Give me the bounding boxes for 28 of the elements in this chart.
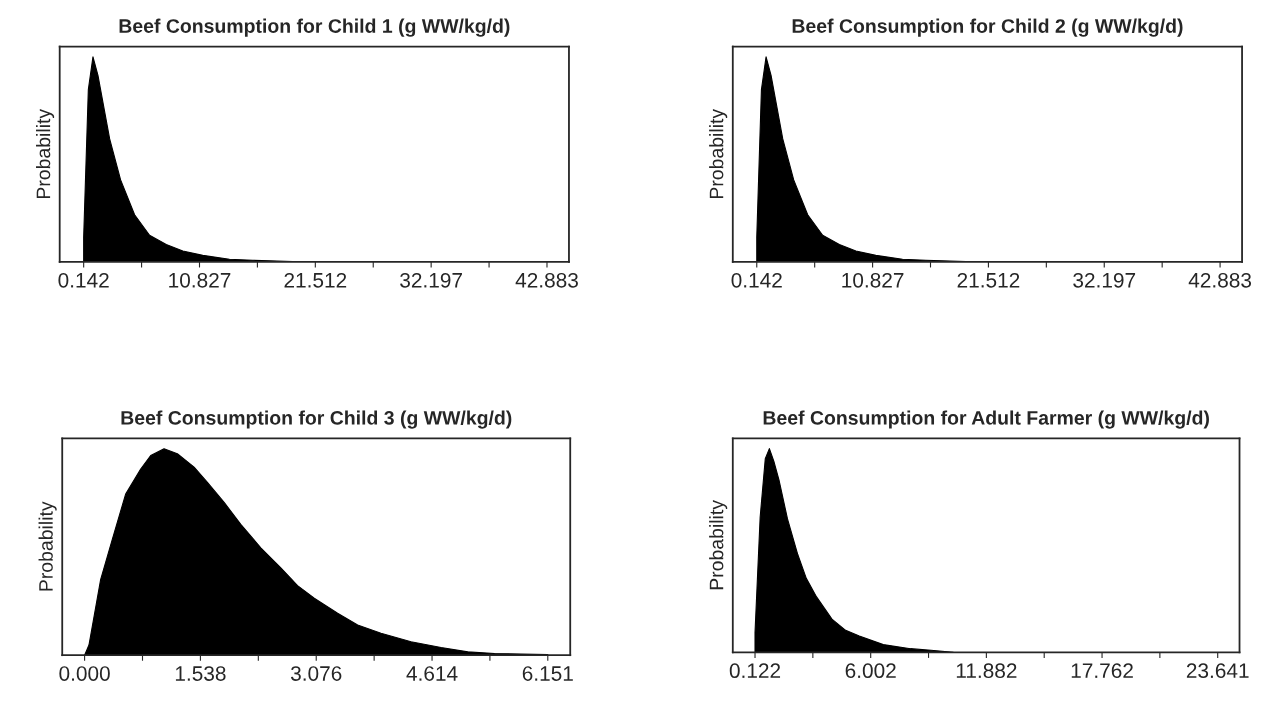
chart-title: Beef Consumption for Child 2 (g WW/kg/d) — [792, 18, 1183, 37]
chart-title: Beef Consumption for Adult Farmer (g WW/kg/d) — [763, 410, 1209, 429]
x-tick-label: 0.142 — [731, 272, 782, 288]
x-tick-label: 4.614 — [406, 666, 458, 681]
y-axis-title: Probability — [38, 501, 57, 591]
x-tick-label: 17.762 — [1071, 663, 1133, 679]
text: 0.000 — [59, 666, 110, 681]
x-tick-label: 21.512 — [284, 272, 347, 288]
x-tick-label: 42.883 — [1188, 272, 1252, 288]
x-tick-label: 32.197 — [1073, 272, 1136, 288]
x-tick-label: 23.641 — [1186, 663, 1249, 679]
x-tick-label: 0.142 — [58, 272, 109, 288]
y-axis-title: Probability — [36, 108, 55, 199]
x-tick-label: 11.882 — [956, 663, 1017, 679]
x-tick-label: 21.512 — [957, 272, 1020, 288]
chart-title: Beef Consumption for Child 3 (g WW/kg/d) — [121, 410, 512, 429]
x-tick-label: 10.827 — [842, 272, 904, 288]
x-tick-label: 42.883 — [515, 272, 578, 288]
x-tick-label: 6.151 — [522, 666, 573, 681]
x-tick-label: 32.197 — [400, 272, 462, 288]
x-tick-label: 0.122 — [729, 663, 781, 679]
x-tick-label: 6.002 — [845, 663, 896, 679]
x-tick-label: 1.538 — [175, 666, 226, 681]
chart-title: Beef Consumption for Child 1 (g WW/kg/d) — [119, 18, 510, 37]
x-tick-label: 3.076 — [290, 666, 342, 681]
x-tick-label: 10.827 — [169, 272, 231, 288]
y-axis-title: Probability — [709, 500, 728, 590]
y-axis-title: Probability — [709, 108, 728, 199]
